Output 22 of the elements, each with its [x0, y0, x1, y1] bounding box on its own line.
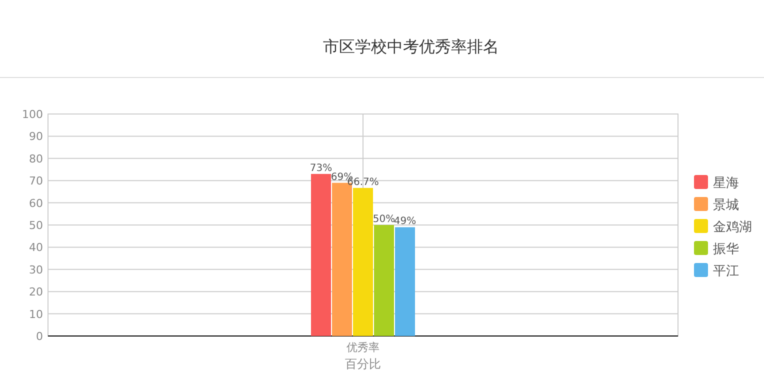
x-axis-title: 百分比 [345, 357, 381, 371]
data-label: 49% [394, 216, 416, 228]
legend-label: 星海 [713, 176, 739, 191]
y-tick-label: 100 [22, 108, 43, 121]
y-tick-label: 80 [29, 152, 43, 166]
legend-label: 景城 [713, 198, 739, 213]
chart-title: 市区学校中考优秀率排名 [323, 37, 499, 56]
y-tick-label: 0 [36, 330, 43, 343]
y-tick-label: 90 [29, 130, 43, 144]
y-tick-label: 60 [29, 196, 43, 210]
y-tick-label: 40 [29, 241, 43, 254]
x-tick-label: 优秀率 [346, 341, 380, 354]
data-label: 50% [372, 214, 396, 225]
legend-label: 振华 [713, 242, 739, 257]
y-tick-label: 70 [29, 174, 43, 188]
y-tick-label: 30 [29, 263, 43, 276]
data-label: 73% [310, 162, 332, 174]
y-tick-label: 50 [29, 219, 43, 232]
legend-label: 平江 [713, 264, 739, 279]
y-tick-label: 20 [29, 286, 43, 299]
y-tick-label: 10 [29, 308, 43, 321]
legend-label: 金鸡湖 [713, 220, 752, 235]
